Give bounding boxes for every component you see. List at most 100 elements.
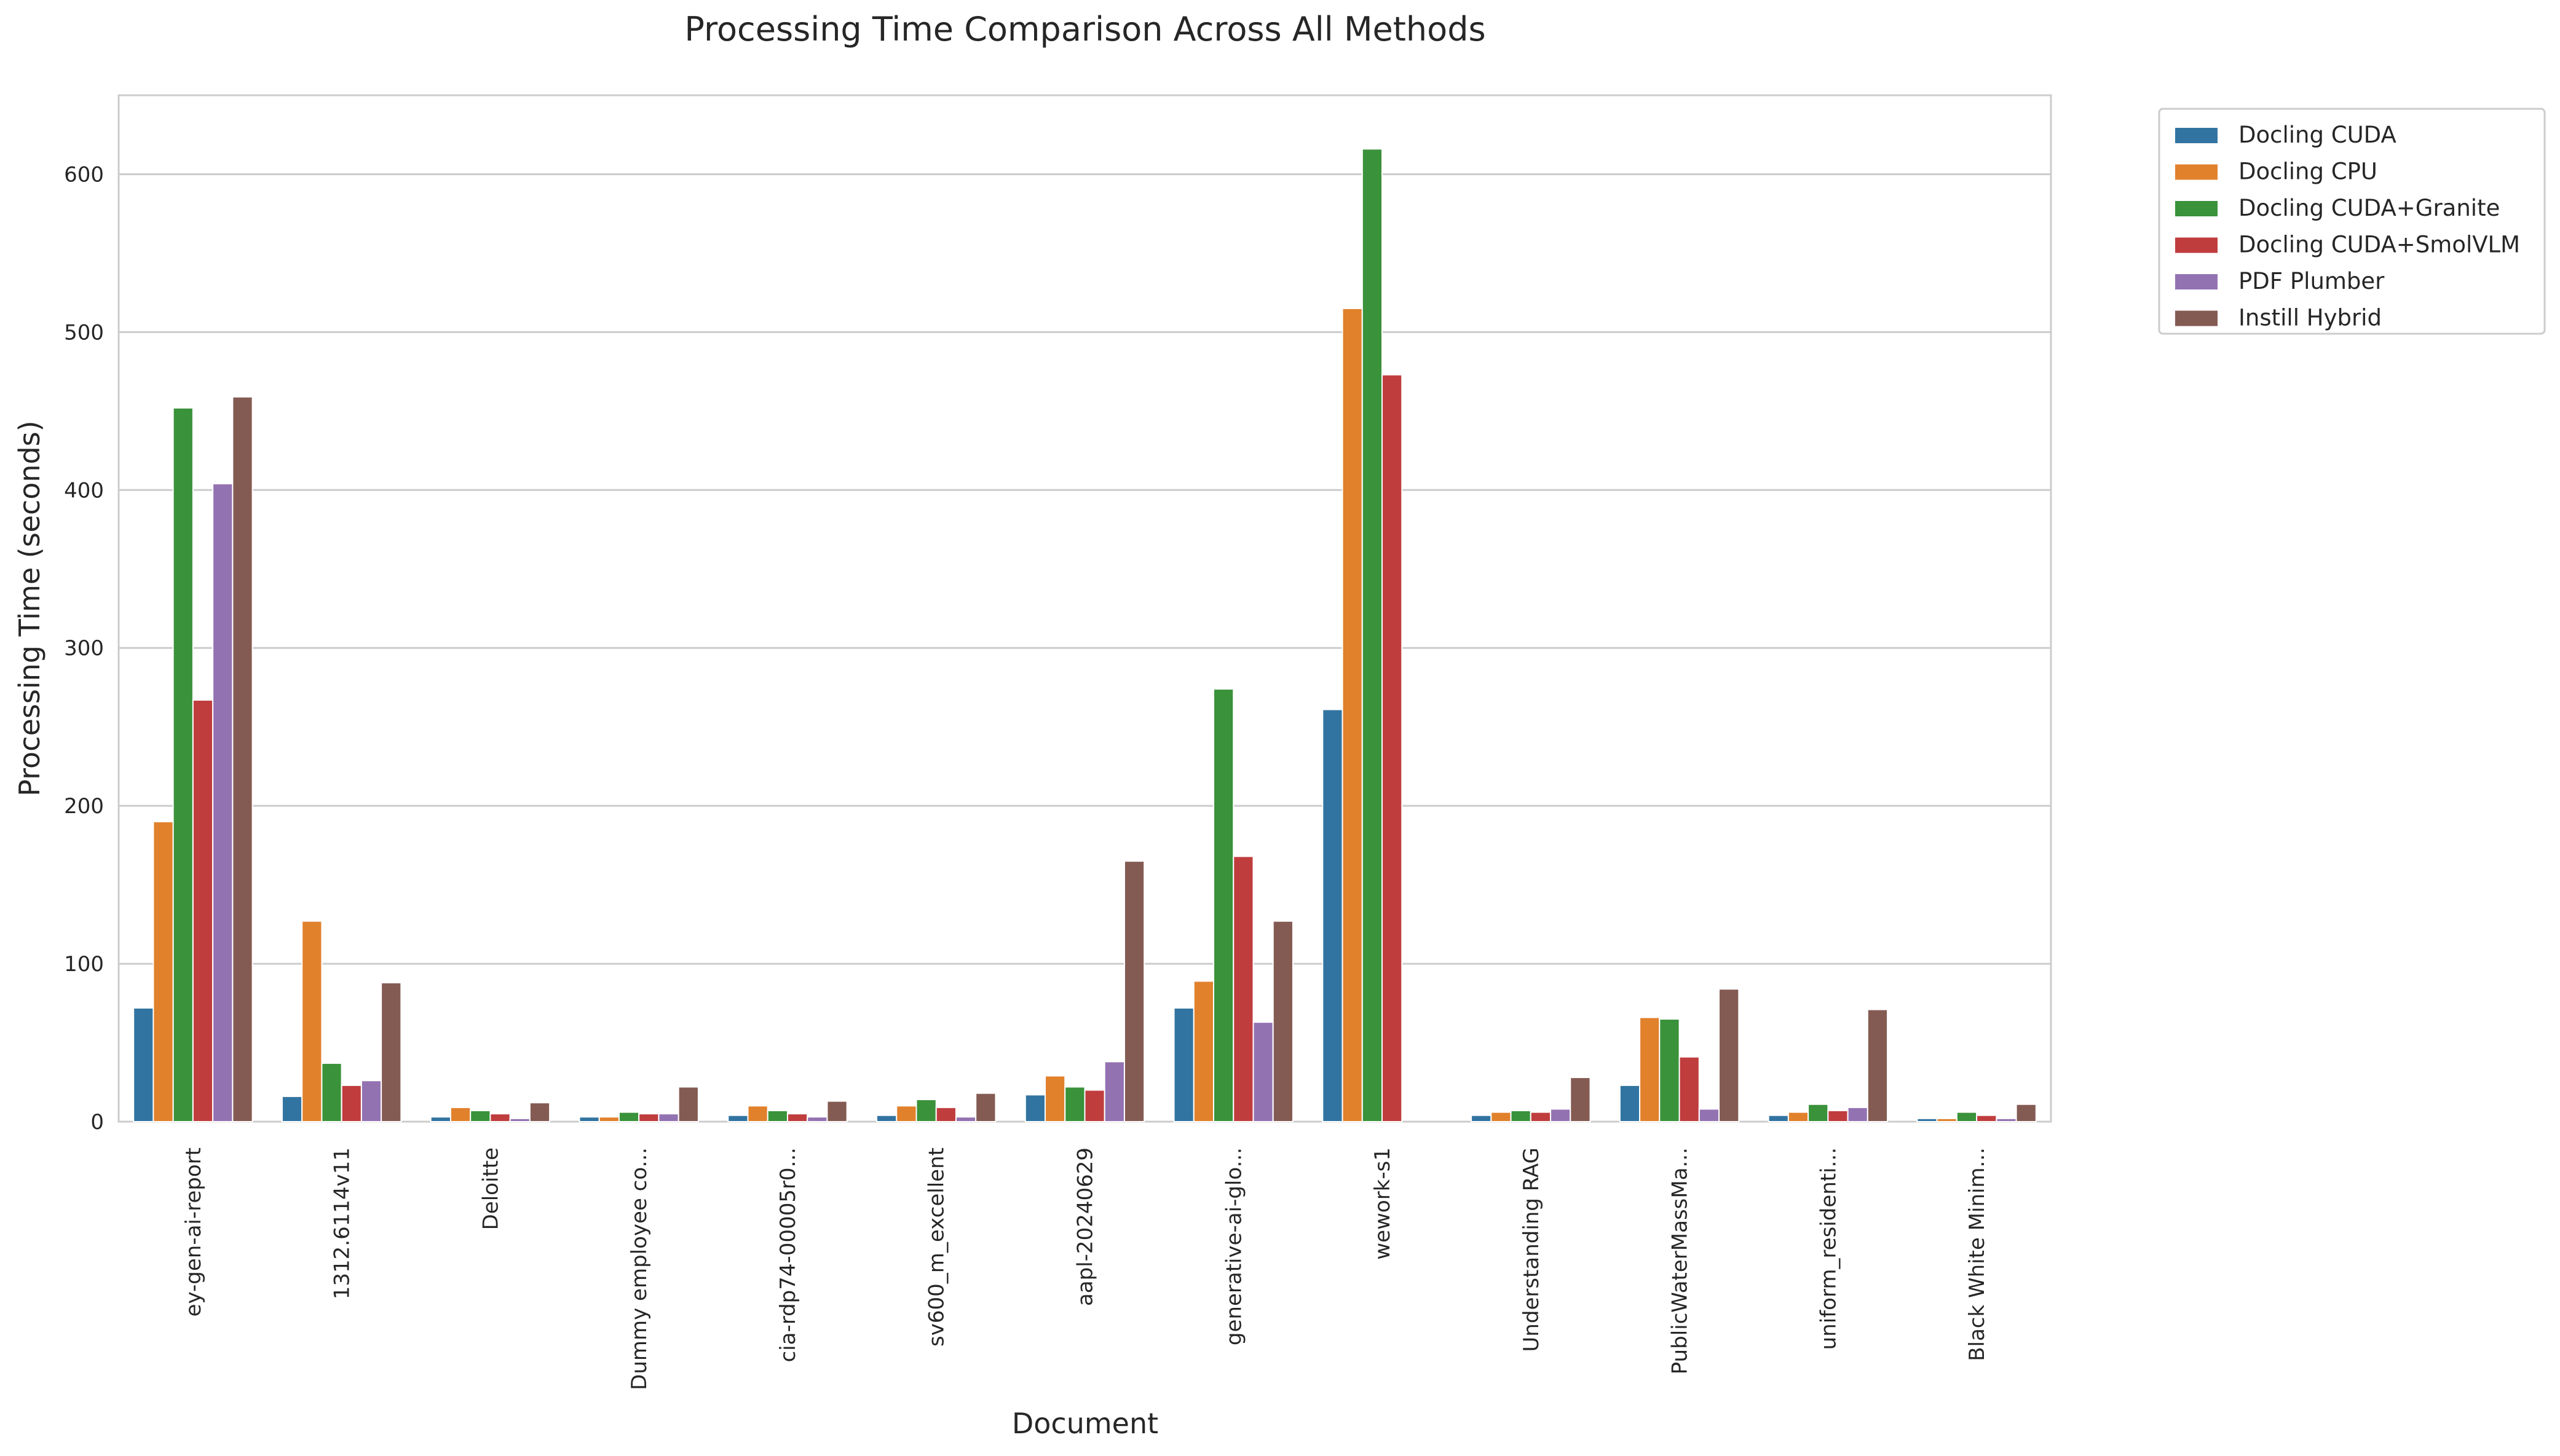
bar	[618, 1111, 640, 1122]
y-tick-label: 600	[64, 162, 104, 187]
x-tick-label: sv600_m_excellent	[925, 1147, 949, 1347]
x-tick-label: ey-gen-ai-report	[181, 1147, 206, 1316]
bar	[152, 820, 174, 1123]
bar	[1936, 1117, 1958, 1123]
bar	[212, 483, 234, 1122]
legend-label: PDF Plumber	[2238, 268, 2385, 294]
legend: Docling CUDA Docling CPU Docling CUDA+Gran…	[2158, 108, 2546, 335]
bar	[301, 920, 323, 1122]
bar	[360, 1080, 382, 1122]
bar	[1867, 1009, 1889, 1122]
x-tick-label: wework-s1	[1370, 1147, 1395, 1260]
y-tick-label: 500	[64, 320, 104, 345]
bar	[172, 407, 194, 1123]
bars	[133, 148, 2037, 1123]
chart-title: Processing Time Comparison Across All Me…	[684, 10, 1485, 49]
y-tick-labels: 0 100 200 300 400 500 600	[64, 162, 104, 1135]
bar	[807, 1116, 828, 1123]
legend-swatch	[2175, 237, 2218, 253]
legend-frame	[2158, 108, 2546, 335]
legend-label: Docling CUDA+SmolVLM	[2238, 232, 2520, 258]
legend-swatch	[2175, 274, 2218, 289]
legend-label: Docling CUDA+Granite	[2238, 195, 2500, 221]
bar	[341, 1084, 362, 1123]
bar	[509, 1117, 531, 1123]
bar	[1104, 1061, 1125, 1123]
bar	[1272, 920, 1294, 1122]
bar	[470, 1110, 491, 1122]
bar	[1639, 1017, 1661, 1123]
bar	[1341, 307, 1363, 1122]
bar	[192, 699, 214, 1122]
bar	[915, 1099, 937, 1122]
bar	[1233, 856, 1254, 1123]
x-tick-label: PublicWaterMassMa...	[1668, 1147, 1693, 1374]
legend-label: Docling CUDA	[2238, 122, 2396, 148]
legend-swatch	[2175, 201, 2218, 216]
y-tick-label: 200	[64, 794, 104, 819]
bar	[658, 1113, 679, 1122]
bar	[1490, 1111, 1512, 1122]
legend-swatch	[2175, 164, 2218, 180]
x-tick-labels: ey-gen-ai-report 1312.6114v11 Deloitte Dumm…	[181, 1147, 1989, 1390]
bar	[727, 1114, 749, 1122]
y-tick-label: 400	[64, 478, 104, 503]
x-axis-label: Document	[1012, 1407, 1158, 1440]
bar	[1530, 1111, 1552, 1122]
bar	[786, 1113, 808, 1122]
x-tick-label: Black White Minim...	[1965, 1147, 1989, 1361]
x-tick-label: Deloitte	[478, 1147, 503, 1230]
bar	[430, 1116, 451, 1123]
plot-area	[117, 94, 2052, 1123]
y-tick-label: 300	[64, 636, 104, 661]
x-tick-label: Understanding RAG	[1519, 1147, 1544, 1352]
bar	[1996, 1117, 2017, 1123]
legend-items: Docling CUDA Docling CPU Docling CUDA+Gran…	[2175, 122, 2520, 331]
bar	[1173, 1007, 1195, 1122]
bar	[747, 1105, 768, 1123]
bar	[1678, 1056, 1700, 1122]
bar	[133, 1007, 154, 1122]
bar	[975, 1092, 997, 1123]
bar	[1361, 148, 1383, 1122]
bar	[321, 1062, 342, 1123]
bar	[1698, 1108, 1720, 1123]
bar	[896, 1105, 917, 1123]
bar	[1045, 1075, 1066, 1122]
bar	[1024, 1094, 1046, 1123]
bar	[1807, 1103, 1829, 1122]
bar	[876, 1114, 898, 1122]
bar	[1619, 1084, 1641, 1123]
bar	[449, 1106, 472, 1123]
bar	[1064, 1086, 1086, 1123]
x-tick-label: aapl-20240629	[1073, 1147, 1098, 1306]
legend-label: Instill Hybrid	[2238, 305, 2382, 331]
bar	[1916, 1117, 1938, 1123]
bar	[1084, 1089, 1105, 1122]
legend-label: Docling CPU	[2238, 159, 2377, 185]
bar	[529, 1102, 551, 1122]
bar	[281, 1095, 303, 1123]
bar	[2015, 1103, 2037, 1122]
bar	[1787, 1111, 1809, 1122]
y-tick-label: 0	[90, 1110, 104, 1135]
bar	[1659, 1018, 1680, 1122]
bar	[678, 1086, 699, 1123]
bar	[1847, 1106, 1868, 1123]
bar	[638, 1113, 660, 1122]
y-tick-label: 100	[64, 952, 104, 977]
bar	[1123, 860, 1145, 1122]
bar	[1956, 1111, 1978, 1122]
y-gridlines	[119, 173, 2051, 1123]
x-tick-label: 1312.6114v11	[330, 1147, 355, 1299]
bar	[1213, 688, 1235, 1122]
bar	[1768, 1114, 1789, 1122]
x-tick-label: generative-ai-glo...	[1222, 1147, 1246, 1345]
legend-swatch	[2175, 128, 2218, 143]
bar	[1718, 988, 1740, 1122]
bar	[955, 1116, 977, 1123]
bar	[1550, 1108, 1571, 1123]
x-tick-label: cia-rdp74-00005r0...	[776, 1147, 800, 1363]
x-tick-label: Dummy employee co...	[627, 1147, 652, 1390]
bar	[598, 1116, 620, 1123]
